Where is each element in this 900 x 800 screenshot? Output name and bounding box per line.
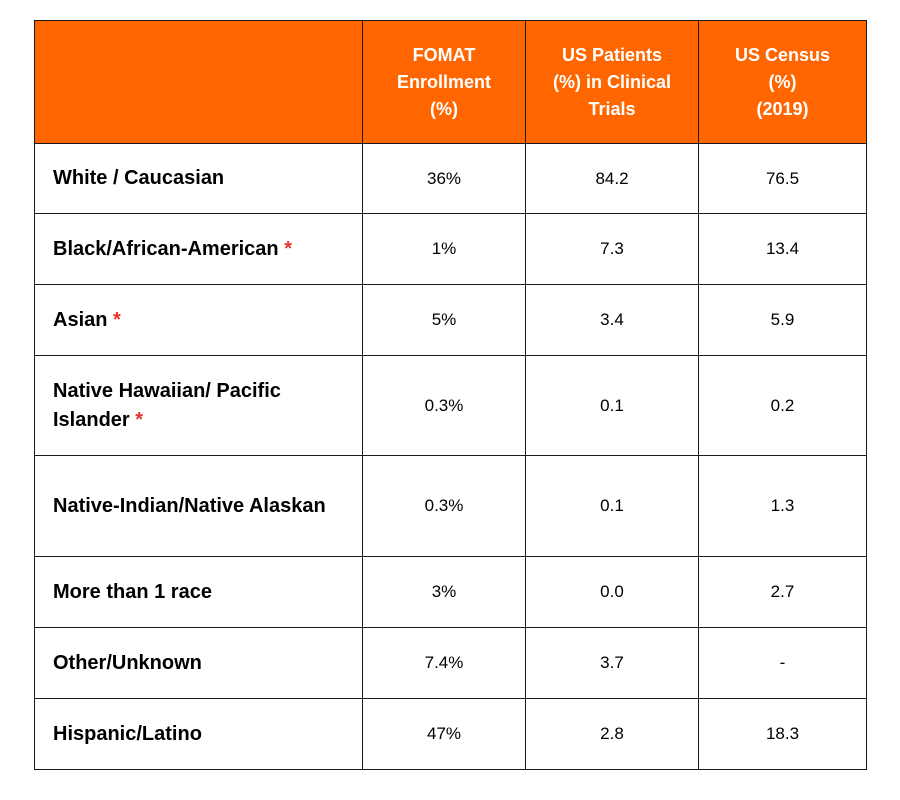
asterisk-marker: *	[113, 308, 121, 331]
fomat-enrollment-value: 0.3%	[362, 455, 526, 557]
header-corner-cell	[34, 20, 363, 144]
census-value: 5.9	[698, 284, 867, 356]
race-label: White / Caucasian	[53, 167, 225, 189]
table-row: White / Caucasian 36% 84.2 76.5	[34, 143, 867, 214]
table-row: Asian * 5% 3.4 5.9	[34, 284, 867, 356]
race-label: More than 1 race	[53, 580, 212, 603]
fomat-enrollment-value: 5%	[362, 284, 526, 356]
asterisk-marker: *	[135, 408, 144, 431]
header-row: FOMAT Enrollment (%) US Patients (%) in …	[34, 20, 867, 144]
race-label: Native Hawaiian/ Pacific Islander	[53, 379, 281, 431]
race-label-cell: More than 1 race	[34, 556, 363, 628]
trials-value: 84.2	[525, 143, 699, 214]
trials-value: 3.7	[525, 627, 699, 699]
race-label-cell: Other/Unknown	[34, 627, 363, 699]
census-value: -	[698, 627, 867, 699]
census-value: 0.2	[698, 355, 867, 456]
race-label-cell: Asian *	[34, 284, 363, 356]
census-value: 2.7	[698, 556, 867, 628]
race-label-cell: Native Hawaiian/ Pacific Islander *	[34, 355, 363, 456]
table-row: Other/Unknown 7.4% 3.7 -	[34, 627, 867, 699]
race-label-cell: White / Caucasian	[34, 143, 363, 214]
fomat-enrollment-value: 7.4%	[362, 627, 526, 699]
race-label: Other/Unknown	[53, 651, 202, 674]
header-us-patients-trials: US Patients (%) in Clinical Trials	[525, 20, 699, 144]
table-row: Black/African-American * 1% 7.3 13.4	[34, 213, 867, 285]
table-row: More than 1 race 3% 0.0 2.7	[34, 556, 867, 628]
fomat-enrollment-value: 3%	[362, 556, 526, 628]
trials-value: 3.4	[525, 284, 699, 356]
fomat-enrollment-value: 47%	[362, 698, 526, 770]
trials-value: 7.3	[525, 213, 699, 285]
race-label-cell: Native-Indian/Native Alaskan	[34, 455, 363, 557]
table-row: Native Hawaiian/ Pacific Islander * 0.3%…	[34, 355, 867, 456]
trials-value: 0.1	[525, 455, 699, 557]
table-row: Native-Indian/Native Alaskan 0.3% 0.1 1.…	[34, 455, 867, 557]
header-fomat-enrollment: FOMAT Enrollment (%)	[362, 20, 526, 144]
fomat-enrollment-value: 1%	[362, 213, 526, 285]
fomat-enrollment-value: 36%	[362, 143, 526, 214]
trials-value: 2.8	[525, 698, 699, 770]
race-label: Hispanic/Latino	[53, 722, 202, 745]
race-label: Black/African-American	[53, 237, 279, 260]
trials-value: 0.0	[525, 556, 699, 628]
census-value: 18.3	[698, 698, 867, 770]
race-label-cell: Black/African-American *	[34, 213, 363, 285]
race-label-cell: Hispanic/Latino	[34, 698, 363, 770]
race-label: Asian	[53, 308, 108, 331]
race-label: Native-Indian/Native Alaskan	[53, 494, 326, 517]
census-value: 1.3	[698, 455, 867, 557]
census-value: 13.4	[698, 213, 867, 285]
trials-value: 0.1	[525, 355, 699, 456]
header-us-census: US Census (%) (2019)	[698, 20, 867, 144]
demographics-table: FOMAT Enrollment (%) US Patients (%) in …	[34, 20, 867, 770]
fomat-enrollment-value: 0.3%	[362, 355, 526, 456]
asterisk-marker: *	[284, 237, 293, 260]
table-row: Hispanic/Latino 47% 2.8 18.3	[34, 698, 867, 770]
census-value: 76.5	[698, 143, 867, 214]
